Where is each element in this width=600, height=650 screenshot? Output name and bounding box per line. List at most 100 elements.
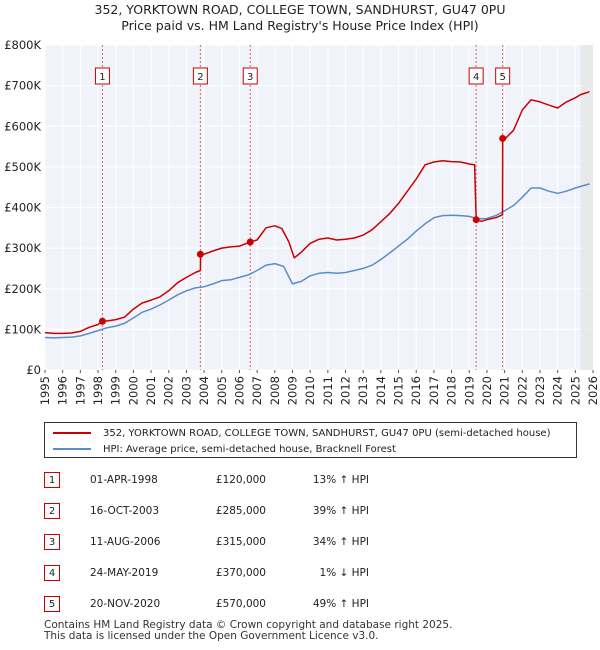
transaction-price: £285,000 — [215, 505, 266, 517]
legend-label-hpi: HPI: Average price, semi-detached house,… — [103, 443, 396, 455]
transaction-hpi-change: 49% ↑ HPI — [312, 598, 369, 610]
transaction-hpi-change: 1% ↓ HPI — [319, 567, 369, 579]
x-tick-label: 2005 — [215, 376, 229, 405]
x-tick-label: 2009 — [285, 376, 299, 405]
transaction-date: 20-NOV-2020 — [90, 598, 161, 610]
x-tick-label: 2015 — [392, 376, 406, 405]
x-tick-label: 2019 — [462, 376, 476, 405]
x-tick-label: 2000 — [126, 376, 140, 405]
x-tick-label: 2017 — [427, 376, 441, 405]
transaction-price: £120,000 — [215, 474, 266, 486]
x-tick-label: 2004 — [197, 376, 211, 405]
sale-marker-label: 1 — [94, 67, 110, 85]
transaction-number-badge: 4 — [44, 565, 60, 581]
sale-marker-box — [242, 67, 258, 85]
transaction-date: 24-MAY-2019 — [90, 567, 159, 579]
transaction-price: £315,000 — [215, 536, 266, 548]
sale-marker-label: 4 — [468, 67, 484, 85]
x-tick-label: 2023 — [533, 376, 547, 405]
legend-item-hpi: HPI: Average price, semi-detached house,… — [53, 441, 396, 457]
legend-item-property: 352, YORKTOWN ROAD, COLLEGE TOWN, SANDHU… — [53, 425, 550, 441]
x-tick-label: 2007 — [250, 376, 264, 405]
property-series-line — [44, 90, 590, 335]
y-tick-label: £300K — [4, 241, 41, 255]
footer-licence: This data is licensed under the Open Gov… — [44, 630, 379, 642]
legend-label-property: 352, YORKTOWN ROAD, COLLEGE TOWN, SANDHU… — [103, 427, 551, 439]
sale-marker-number: 1 — [99, 72, 105, 83]
sale-marker-number: 5 — [499, 72, 505, 83]
transaction-hpi-change: 13% ↑ HPI — [312, 474, 369, 486]
x-tick-label: 1998 — [91, 376, 105, 405]
x-tick-label: 2011 — [321, 376, 335, 405]
sale-marker-box — [94, 67, 110, 85]
transaction-date: 01-APR-1998 — [90, 474, 158, 486]
transaction-date: 11-AUG-2006 — [90, 536, 161, 548]
transaction-hpi-change: 34% ↑ HPI — [312, 536, 369, 548]
y-tick-label: £200K — [4, 282, 41, 296]
x-tick-label: 2012 — [339, 376, 353, 405]
legend-swatch-hpi — [53, 448, 91, 450]
hpi-series-line — [44, 183, 590, 339]
x-tick-label: 1996 — [56, 376, 70, 405]
sale-marker-box — [495, 67, 511, 85]
x-tick-label: 2021 — [498, 376, 512, 405]
x-tick-label: 2014 — [374, 376, 388, 405]
sale-point — [196, 250, 204, 258]
x-tick-label: 2013 — [356, 376, 370, 405]
x-tick-label: 1999 — [109, 376, 123, 405]
x-tick-label: 1995 — [38, 376, 52, 405]
x-tick-label: 2024 — [551, 376, 565, 405]
table-row: 3 11-AUG-2006 £315,000 34% ↑ HPI — [44, 534, 384, 552]
transaction-number-badge: 5 — [44, 596, 60, 612]
table-row: 2 16-OCT-2003 £285,000 39% ↑ HPI — [44, 503, 384, 521]
transaction-price: £570,000 — [215, 598, 266, 610]
sale-marker-number: 3 — [247, 72, 253, 83]
chart-title: 352, YORKTOWN ROAD, COLLEGE TOWN, SANDHU… — [0, 2, 600, 34]
x-tick-label: 2002 — [162, 376, 176, 405]
sale-point — [472, 216, 480, 224]
footer: Contains HM Land Registry data © Crown c… — [44, 620, 452, 642]
footer-copyright: Contains HM Land Registry data © Crown c… — [44, 619, 453, 631]
y-tick-label: £500K — [4, 160, 41, 174]
transaction-number-badge: 2 — [44, 503, 60, 519]
x-tick-label: 2016 — [409, 376, 423, 405]
sale-marker-box — [192, 67, 208, 85]
sale-marker-number: 2 — [197, 72, 203, 83]
chart-title-line-1: 352, YORKTOWN ROAD, COLLEGE TOWN, SANDHU… — [94, 2, 506, 17]
legend-swatch-property — [53, 432, 91, 434]
table-row: 4 24-MAY-2019 £370,000 1% ↓ HPI — [44, 565, 384, 583]
x-tick-label: 2026 — [586, 376, 600, 405]
y-tick-label: £700K — [4, 79, 41, 93]
sale-marker-label: 3 — [242, 67, 258, 85]
x-tick-label: 2022 — [515, 376, 529, 405]
sale-point — [246, 238, 254, 246]
price-chart: 1 2 3 4 5 £0 £100K £200K £300K £400K £500K £600K £7… — [4, 38, 600, 405]
sale-marker-label: 2 — [192, 67, 208, 85]
y-tick-label: £800K — [4, 38, 41, 52]
x-tick-label: 1997 — [73, 376, 87, 405]
transaction-price: £370,000 — [215, 567, 266, 579]
sale-marker-number: 4 — [473, 72, 479, 83]
y-tick-label: £100K — [4, 322, 41, 336]
y-tick-label: £400K — [4, 201, 41, 215]
legend: 352, YORKTOWN ROAD, COLLEGE TOWN, SANDHU… — [44, 422, 577, 458]
x-tick-label: 2010 — [303, 376, 317, 405]
x-tick-label: 2003 — [179, 376, 193, 405]
y-tick-label: £0 — [26, 363, 41, 377]
transaction-number-badge: 1 — [44, 472, 60, 488]
x-tick-label: 2020 — [480, 376, 494, 405]
transaction-number-badge: 3 — [44, 534, 60, 550]
transaction-date: 16-OCT-2003 — [90, 505, 159, 517]
y-tick-label: £600K — [4, 119, 41, 133]
table-row: 1 01-APR-1998 £120,000 13% ↑ HPI — [44, 472, 384, 490]
sale-point — [499, 134, 507, 142]
x-tick-label: 2006 — [232, 376, 246, 405]
sale-marker-box — [468, 67, 484, 85]
x-tick-label: 2001 — [144, 376, 158, 405]
transaction-hpi-change: 39% ↑ HPI — [312, 505, 369, 517]
sale-point — [98, 317, 106, 325]
table-row: 5 20-NOV-2020 £570,000 49% ↑ HPI — [44, 596, 384, 614]
x-tick-label: 2008 — [268, 376, 282, 405]
forecast-region — [580, 45, 593, 370]
x-tick-label: 2018 — [445, 376, 459, 405]
